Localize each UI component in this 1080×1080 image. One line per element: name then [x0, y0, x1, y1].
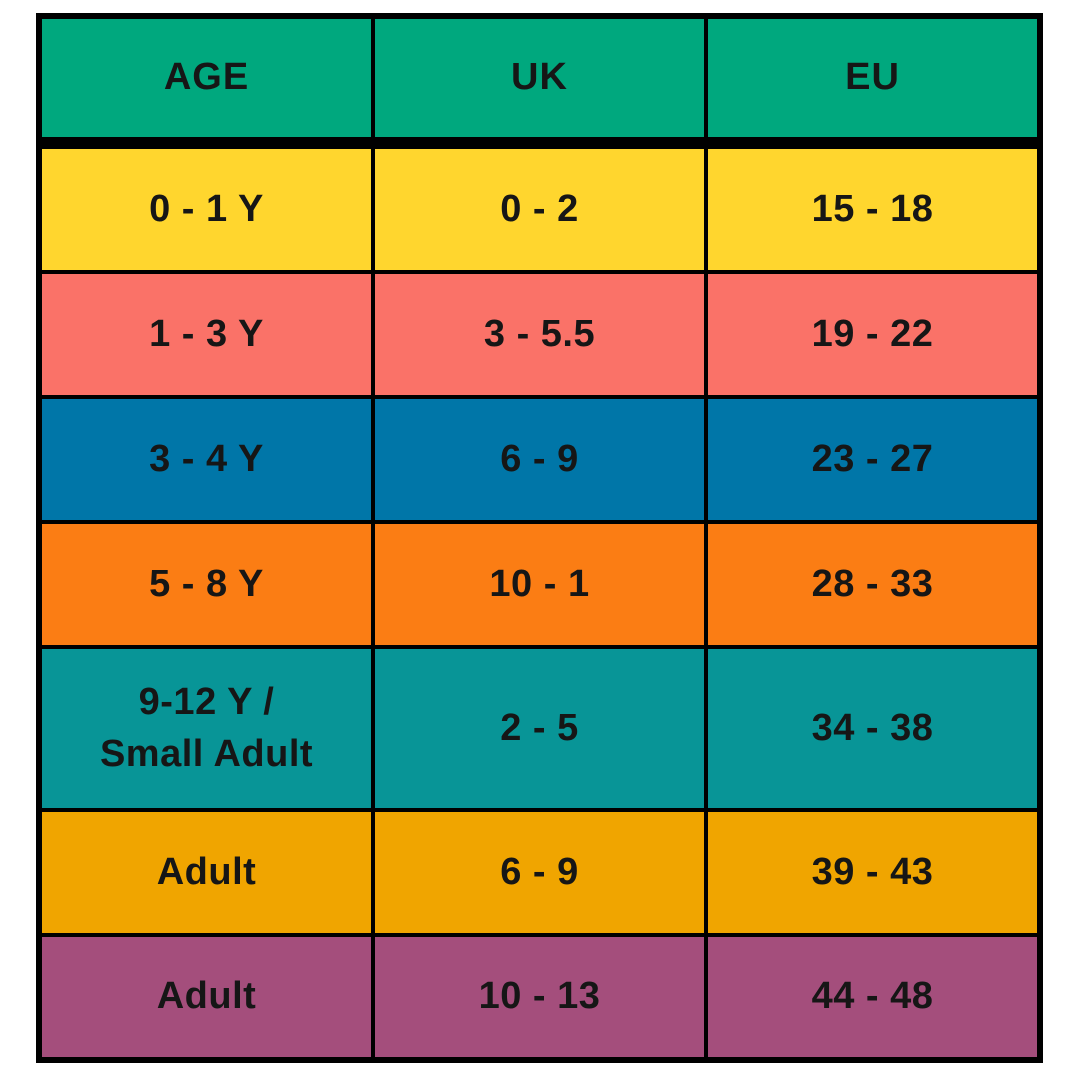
eu-value: 19 - 22 [811, 312, 934, 355]
table-row-0-1y: 0 - 1 Y 0 - 2 15 - 18 [42, 149, 1037, 274]
age-value: 0 - 1 Y [149, 187, 264, 230]
eu-value: 28 - 33 [811, 562, 934, 605]
uk-value: 0 - 2 [500, 187, 579, 230]
uk-value: 6 - 9 [500, 437, 579, 480]
table-row-1-3y: 1 - 3 Y 3 - 5.5 19 - 22 [42, 274, 1037, 399]
header-cell-age: AGE [42, 19, 375, 137]
uk-cell: 3 - 5.5 [375, 274, 708, 395]
age-value: 3 - 4 Y [149, 437, 264, 480]
eu-cell: 19 - 22 [708, 274, 1037, 395]
uk-cell: 10 - 1 [375, 524, 708, 645]
uk-cell: 10 - 13 [375, 937, 708, 1057]
table-row-adult-1: Adult 6 - 9 39 - 43 [42, 812, 1037, 937]
header-row: AGE UK EU [42, 19, 1037, 149]
eu-cell: 28 - 33 [708, 524, 1037, 645]
age-value: Adult [156, 975, 257, 1018]
eu-cell: 23 - 27 [708, 399, 1037, 520]
age-cell: 1 - 3 Y [42, 274, 375, 395]
age-value-line1: 9-12 Y / [138, 681, 275, 724]
age-cell: 0 - 1 Y [42, 149, 375, 270]
eu-cell: 39 - 43 [708, 812, 1037, 933]
header-label-age: AGE [163, 56, 250, 99]
eu-cell: 34 - 38 [708, 649, 1037, 808]
age-cell: Adult [42, 937, 375, 1057]
eu-value: 39 - 43 [811, 850, 934, 893]
uk-value: 2 - 5 [500, 706, 579, 749]
uk-cell: 2 - 5 [375, 649, 708, 808]
header-cell-eu: EU [708, 19, 1037, 137]
age-cell: 9-12 Y / Small Adult [42, 649, 375, 808]
eu-value: 23 - 27 [811, 437, 934, 480]
table-row-9-12y-small-adult: 9-12 Y / Small Adult 2 - 5 34 - 38 [42, 649, 1037, 812]
uk-cell: 6 - 9 [375, 812, 708, 933]
eu-value: 34 - 38 [811, 706, 934, 749]
uk-cell: 6 - 9 [375, 399, 708, 520]
age-value-line2: Small Adult [99, 732, 314, 775]
age-value: 5 - 8 Y [149, 562, 264, 605]
age-cell: 3 - 4 Y [42, 399, 375, 520]
eu-cell: 44 - 48 [708, 937, 1037, 1057]
age-value: Adult [156, 850, 257, 893]
header-cell-uk: UK [375, 19, 708, 137]
age-cell: Adult [42, 812, 375, 933]
table-row-adult-2: Adult 10 - 13 44 - 48 [42, 937, 1037, 1057]
age-cell: 5 - 8 Y [42, 524, 375, 645]
uk-value: 10 - 1 [489, 562, 590, 605]
eu-value: 44 - 48 [811, 975, 934, 1018]
uk-value: 10 - 13 [478, 975, 601, 1018]
eu-cell: 15 - 18 [708, 149, 1037, 270]
table-row-3-4y: 3 - 4 Y 6 - 9 23 - 27 [42, 399, 1037, 524]
uk-cell: 0 - 2 [375, 149, 708, 270]
size-chart-table: AGE UK EU 0 - 1 Y 0 - 2 15 - 18 1 - 3 Y [36, 13, 1043, 1063]
header-label-eu: EU [845, 56, 900, 99]
uk-value: 6 - 9 [500, 850, 579, 893]
table-row-5-8y: 5 - 8 Y 10 - 1 28 - 33 [42, 524, 1037, 649]
eu-value: 15 - 18 [811, 187, 934, 230]
uk-value: 3 - 5.5 [483, 312, 596, 355]
age-value: 1 - 3 Y [149, 312, 264, 355]
header-label-uk: UK [511, 56, 568, 99]
